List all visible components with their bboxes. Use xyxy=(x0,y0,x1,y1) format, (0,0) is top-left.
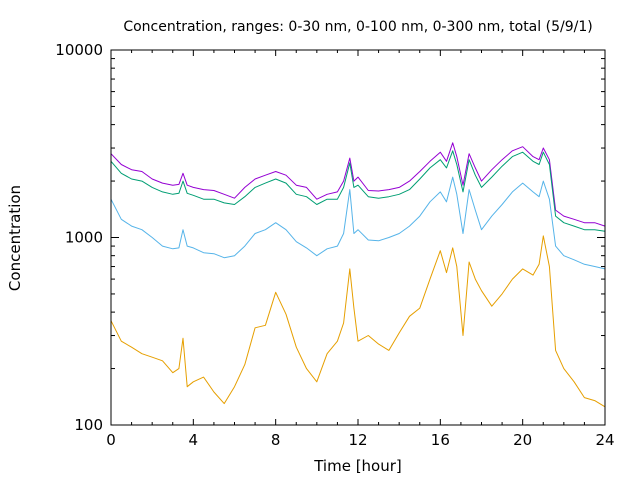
series-line-2 xyxy=(110,150,606,232)
series-line-1 xyxy=(110,142,606,227)
y-axis-label: Concentration xyxy=(6,185,24,291)
x-tick-label: 0 xyxy=(106,431,116,449)
series-layer xyxy=(110,142,606,408)
chart-title: Concentration, ranges: 0-30 nm, 0-100 nm… xyxy=(123,19,592,35)
x-tick-label: 20 xyxy=(513,431,532,449)
y-axis-ticks: 100 1000 10000 xyxy=(55,41,605,434)
series-line-3 xyxy=(110,176,606,270)
x-tick-label: 12 xyxy=(348,431,367,449)
x-tick-label: 8 xyxy=(271,431,281,449)
x-tick-label: 4 xyxy=(189,431,199,449)
y-tick-label: 10000 xyxy=(55,41,103,59)
series-line-4 xyxy=(110,235,606,408)
x-axis-ticks: 0 4 8 12 16 20 24 xyxy=(106,50,615,449)
x-tick-label: 16 xyxy=(431,431,450,449)
y-tick-label: 100 xyxy=(74,416,103,434)
x-axis-label: Time [hour] xyxy=(313,457,402,475)
x-tick-label: 24 xyxy=(595,431,614,449)
y-tick-label: 1000 xyxy=(65,229,103,247)
